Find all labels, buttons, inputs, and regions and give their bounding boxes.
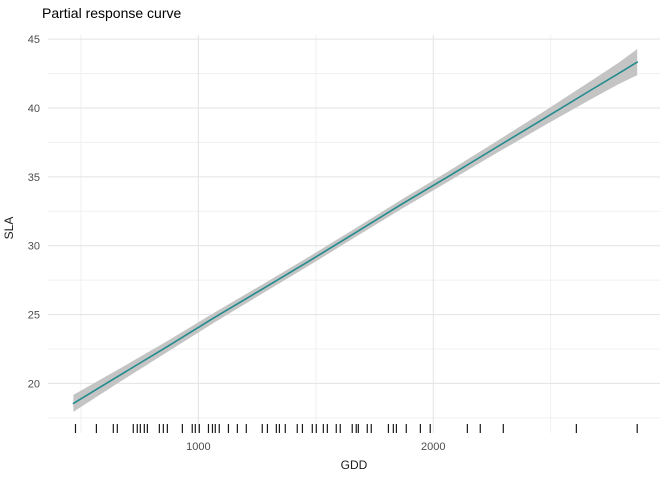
y-tick-label: 25 [28, 310, 40, 322]
y-tick-label: 20 [28, 378, 40, 390]
x-tick-label: 2000 [421, 441, 445, 453]
fit-line [72, 61, 639, 405]
y-tick-label: 30 [28, 241, 40, 253]
x-tick-label: 1000 [186, 441, 210, 453]
y-tick-label: 35 [28, 172, 40, 184]
chart-title: Partial response curve [42, 5, 182, 21]
y-tick-label: 40 [28, 103, 40, 115]
confidence-band [73, 49, 638, 412]
y-tick-label: 45 [28, 34, 40, 46]
y-axis-title: SLA [2, 216, 16, 240]
x-axis-title: GDD [340, 458, 368, 472]
